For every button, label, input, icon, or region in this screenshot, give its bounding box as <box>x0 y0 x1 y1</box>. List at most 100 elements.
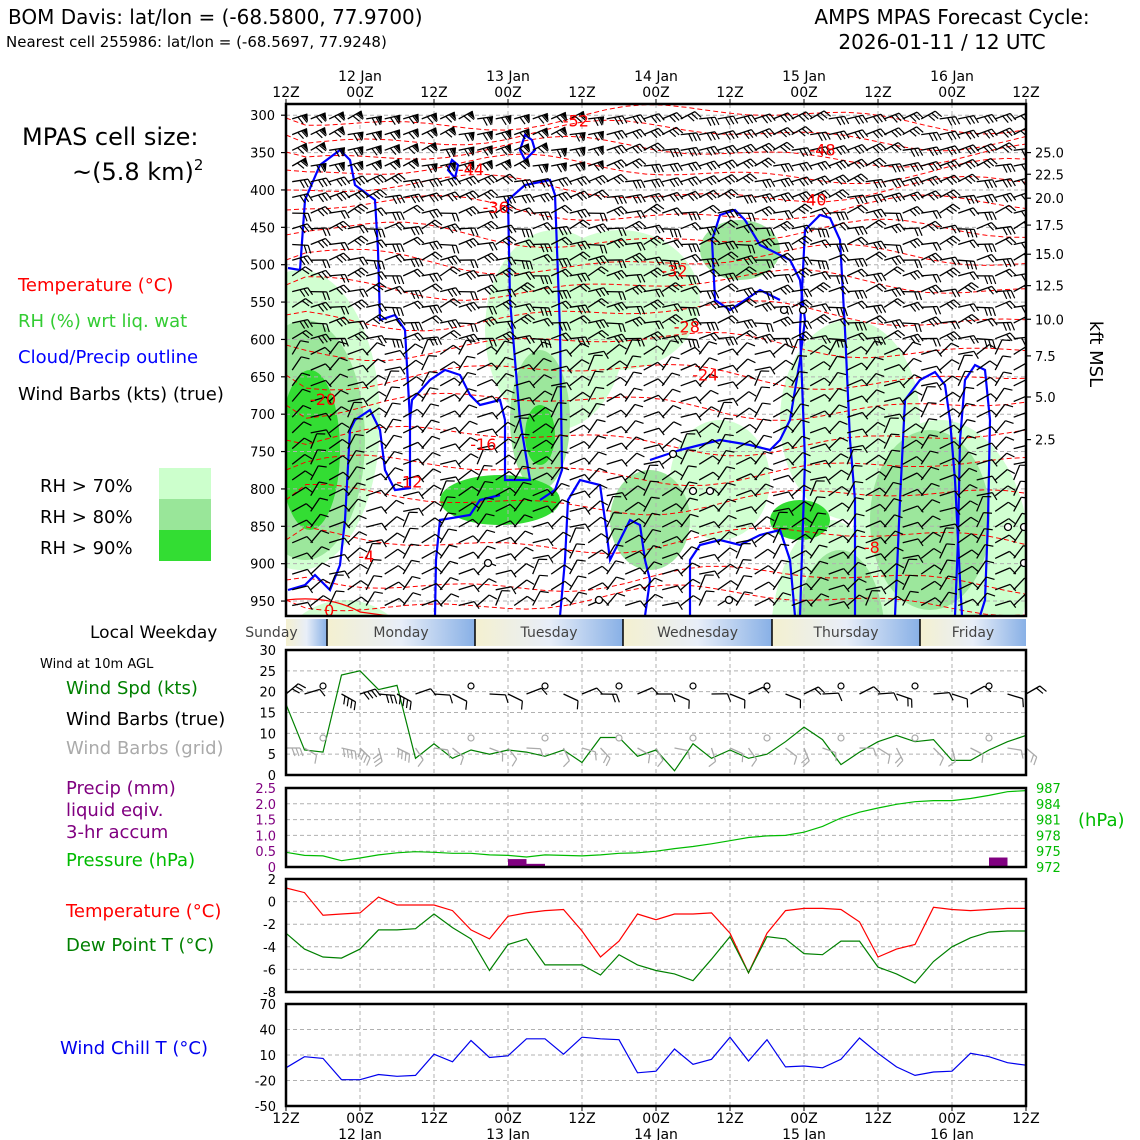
calm-wind-marker-0 <box>483 558 493 568</box>
upper-wind-barb-411-shaft <box>495 267 510 277</box>
upper-wind-barb-187-feather <box>798 178 806 187</box>
upper-wind-barb-121-flag <box>321 163 327 172</box>
upper-wind-barb-114-feather <box>936 146 942 155</box>
rh80-area-4 <box>610 470 690 570</box>
upper-wind-barb-234-feather <box>935 190 943 198</box>
upper-wind-barb-300 <box>662 228 682 238</box>
upper-wind-barb-93-feather <box>541 145 549 152</box>
upper-wind-barb-27 <box>791 111 813 122</box>
upper-wind-barb-138 <box>624 158 647 169</box>
upper-wind-barb-422-feather <box>709 270 717 278</box>
upper-wind-barb-375-feather <box>579 253 588 260</box>
upper-wind-barb-370-feather <box>487 254 495 262</box>
upper-wind-barb-118-feather <box>1008 142 1017 149</box>
upper-wind-barb-432-feather <box>893 268 902 275</box>
upper-wind-barb-331-feather <box>508 235 517 242</box>
upper-wind-barb-128-shaft <box>440 162 456 167</box>
calm-wind-marker-7 <box>724 595 734 605</box>
upper-wind-barb-233-shaft <box>902 191 918 199</box>
upper-wind-barb-12-feather <box>523 115 530 124</box>
upper-wind-barb-52-feather <box>519 132 526 140</box>
upper-wind-barb-250-shaft <box>477 209 494 214</box>
upper-wind-barb-423 <box>717 272 739 283</box>
upper-wind-barb-265-feather <box>768 206 776 214</box>
temperature-label-3: 40 <box>806 191 826 210</box>
upper-wind-barb-358-shaft <box>994 236 1010 246</box>
upper-wind-barb-353-feather <box>909 241 917 249</box>
upper-wind-barb-197-feather <box>992 179 998 188</box>
upper-wind-barb-77-shaft <box>976 128 992 136</box>
upper-wind-barb-392-feather <box>891 257 898 266</box>
upper-wind-barb-318-feather <box>1002 227 1008 236</box>
upper-wind-barb-325-feather <box>392 243 397 253</box>
upper-wind-barb-249 <box>458 205 480 217</box>
upper-wind-barb-154-feather <box>936 161 943 169</box>
upper-wind-barb-315-feather <box>950 225 957 234</box>
upper-wind-barb-201-feather <box>317 194 325 203</box>
upper-wind-barb-83-shaft <box>347 146 364 151</box>
upper-wind-barb-204-shaft <box>365 189 381 198</box>
upper-wind-barb-23-feather <box>725 117 731 126</box>
upper-wind-barb-404-shaft <box>366 271 382 277</box>
upper-wind-barb-384-feather <box>751 255 758 264</box>
upper-wind-barb-310-feather <box>862 226 868 235</box>
upper-wind-barb-347-feather <box>804 235 813 242</box>
upper-wind-barb-245-feather <box>400 211 405 221</box>
upper-wind-barb-156-feather <box>968 160 976 168</box>
upper-wind-barb-64-feather <box>743 131 750 140</box>
upper-wind-barb-21-shaft <box>680 111 696 120</box>
upper-wind-barb-366-shaft <box>403 257 420 261</box>
upper-wind-barb-99-feather <box>657 142 665 150</box>
upper-wind-barb-158 <box>995 163 1016 173</box>
upper-wind-barb-85-flag <box>394 144 401 153</box>
upper-wind-barb-9-feather <box>463 115 471 122</box>
upper-wind-barb-26-feather <box>780 115 787 123</box>
upper-wind-barb-370-feather <box>483 256 492 264</box>
upper-wind-barb-426-feather <box>784 274 790 283</box>
upper-wind-barb-287-feather <box>434 219 443 226</box>
upper-wind-barb-374-shaft <box>551 257 568 261</box>
upper-wind-barb-212 <box>514 193 535 204</box>
upper-wind-barb-412-shaft <box>514 271 530 277</box>
upper-wind-barb-57-feather <box>621 130 628 138</box>
upper-wind-barb-384 <box>736 255 758 266</box>
upper-wind-barb-36 <box>958 114 979 125</box>
upper-wind-barb-599-feather <box>1030 337 1034 345</box>
upper-wind-barb-3-flag <box>357 110 364 119</box>
upper-wind-barb-265-shaft <box>754 205 770 214</box>
upper-wind-barb-222-feather <box>713 189 721 197</box>
upper-wind-barb-286-shaft <box>403 225 420 230</box>
upper-wind-barb-7-feather <box>426 116 434 124</box>
upper-wind-barb-207 <box>421 192 443 203</box>
upper-wind-barb-5 <box>384 114 401 126</box>
upper-wind-barb-289-shaft <box>458 227 475 230</box>
upper-wind-barb-247 <box>421 208 443 219</box>
upper-wind-barb-48-feather <box>448 129 456 136</box>
upper-wind-barb-268-feather <box>821 208 828 217</box>
upper-wind-barb-43-shaft <box>347 131 364 136</box>
upper-wind-barb-388 <box>810 259 830 270</box>
upper-wind-barb-393-feather <box>918 259 923 269</box>
upper-wind-barb-211-feather <box>503 196 509 205</box>
upper-wind-barb-45-feather <box>393 131 400 139</box>
upper-wind-barb-29-feather <box>843 116 850 125</box>
upper-wind-barb-37-feather <box>991 114 998 122</box>
upper-wind-barb-106-feather <box>779 145 788 153</box>
upper-wind-barb-30 <box>847 114 869 125</box>
upper-wind-barb-313-feather <box>918 227 923 237</box>
upper-wind-barb-382 <box>699 257 720 268</box>
upper-wind-barb-354-shaft <box>921 241 938 246</box>
upper-wind-barb-205-shaft <box>384 194 401 199</box>
upper-wind-barb-246 <box>402 204 425 214</box>
upper-wind-barb-341-feather <box>696 243 701 253</box>
upper-wind-barb-521-shaft <box>310 322 327 325</box>
upper-wind-barb-839-feather <box>1029 427 1034 436</box>
upper-wind-barb-414-shaft <box>550 268 566 277</box>
upper-wind-barb-149-feather <box>835 162 843 170</box>
upper-wind-barb-445-shaft <box>384 285 401 293</box>
upper-wind-barb-124-flag <box>376 160 383 169</box>
upper-wind-barb-270 <box>846 204 869 214</box>
upper-wind-barb-320-feather <box>303 244 308 254</box>
upper-wind-barb-386-feather <box>779 256 788 264</box>
